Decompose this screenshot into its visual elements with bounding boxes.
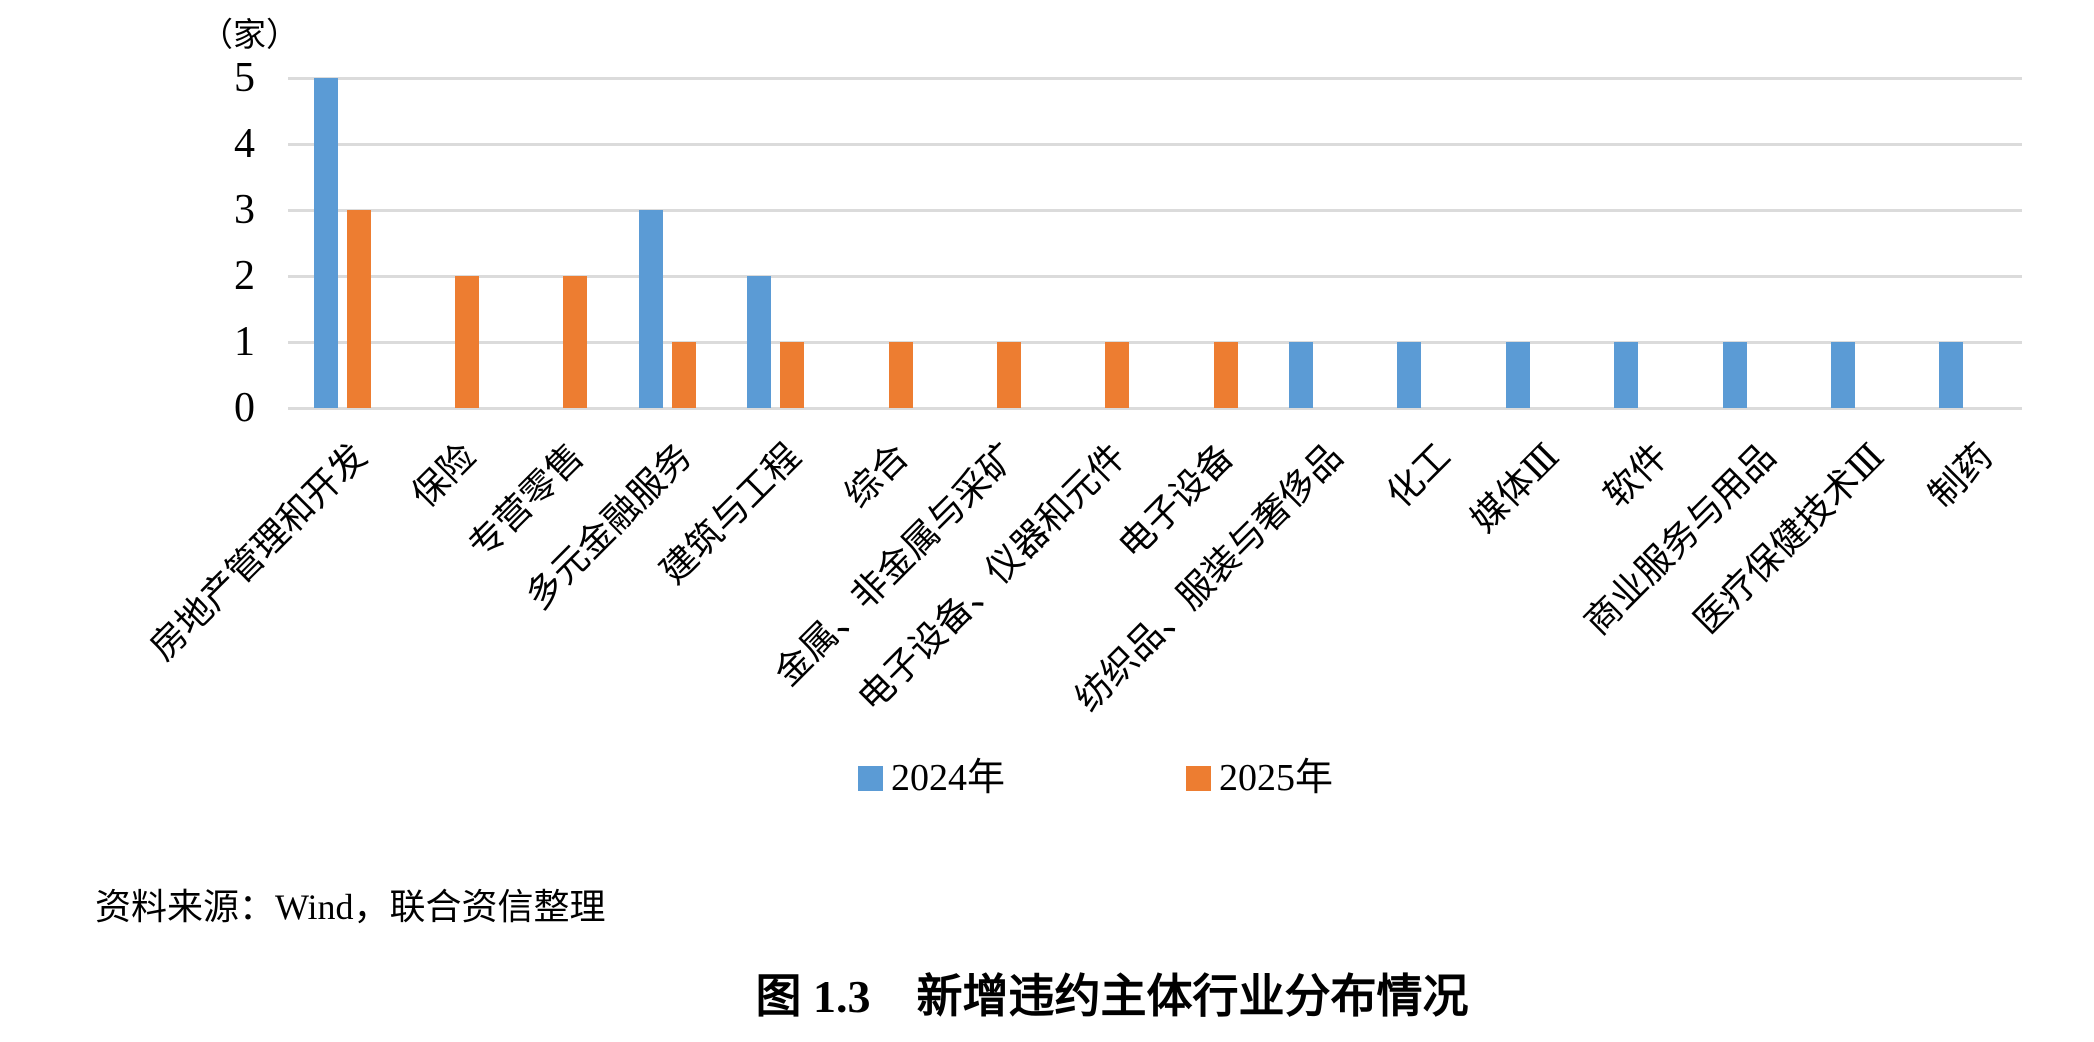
bar-2024年-纺织品、服装与奢侈品 — [1289, 342, 1314, 408]
x-label-媒体Ⅲ: 媒体Ⅲ — [1462, 436, 1567, 540]
bar-2025年-综合 — [888, 342, 913, 408]
y-tick-5: 5 — [234, 55, 255, 101]
legend-swatch-icon — [858, 765, 883, 791]
legend-swatch-icon — [1186, 765, 1211, 791]
chart-legend: 2024年 2025年 — [0, 756, 2094, 802]
bar-2024年-媒体Ⅲ — [1505, 342, 1530, 408]
bar-2024年-房地产管理和开发 — [313, 78, 338, 408]
gridline-0 — [288, 406, 2022, 410]
gridline-1 — [288, 340, 2022, 344]
y-tick-1: 1 — [234, 319, 255, 365]
bar-2024年-多元金融服务 — [638, 210, 663, 408]
gridline-4 — [288, 142, 2022, 146]
legend-label: 2024年 — [891, 757, 1006, 799]
y-axis-unit-label: （家） — [200, 18, 299, 54]
y-tick-3: 3 — [234, 187, 255, 233]
gridline-5 — [288, 76, 2022, 80]
bar-2025年-专营零售 — [563, 276, 588, 408]
x-label-医疗保健技术Ⅲ: 医疗保健技术Ⅲ — [1686, 436, 1892, 642]
legend-item-2025年: 2025年 — [1186, 756, 1333, 800]
x-label-制药: 制药 — [1920, 436, 2001, 516]
y-tick-0: 0 — [234, 385, 255, 431]
bar-2025年-电子设备、仪器和元件 — [1105, 342, 1130, 408]
x-label-商业服务与用品: 商业服务与用品 — [1576, 436, 1784, 643]
x-label-软件: 软件 — [1595, 436, 1675, 516]
bar-2025年-建筑与工程 — [780, 342, 805, 408]
bar-2024年-商业服务与用品 — [1722, 342, 1747, 408]
y-tick-4: 4 — [234, 121, 255, 167]
gridline-2 — [288, 274, 2022, 278]
bar-2024年-化工 — [1397, 342, 1422, 408]
bar-2024年-医疗保健技术Ⅲ — [1830, 342, 1855, 408]
x-label-化工: 化工 — [1379, 436, 1459, 516]
legend-label: 2025年 — [1219, 757, 1334, 799]
legend-item-2024年: 2024年 — [858, 756, 1005, 800]
x-label-保险: 保险 — [403, 436, 483, 516]
bar-2025年-房地产管理和开发 — [346, 210, 371, 408]
gridline-3 — [288, 208, 2022, 212]
bar-2025年-金属、非金属与采矿 — [996, 342, 1021, 408]
bar-2024年-制药 — [1939, 342, 1964, 408]
figure-caption: 图 1.3 新增违约主体行业分布情况 — [755, 971, 1469, 1022]
bar-2025年-多元金融服务 — [671, 342, 696, 408]
y-tick-2: 2 — [234, 253, 255, 299]
bar-2024年-软件 — [1614, 342, 1639, 408]
x-label-综合: 综合 — [837, 436, 917, 516]
source-note: 资料来源：Wind，联合资信整理 — [95, 887, 606, 927]
bar-2025年-保险 — [455, 276, 480, 408]
x-label-房地产管理和开发: 房地产管理和开发 — [142, 436, 375, 668]
bar-2024年-建筑与工程 — [747, 276, 772, 408]
bar-2025年-电子设备 — [1213, 342, 1238, 408]
